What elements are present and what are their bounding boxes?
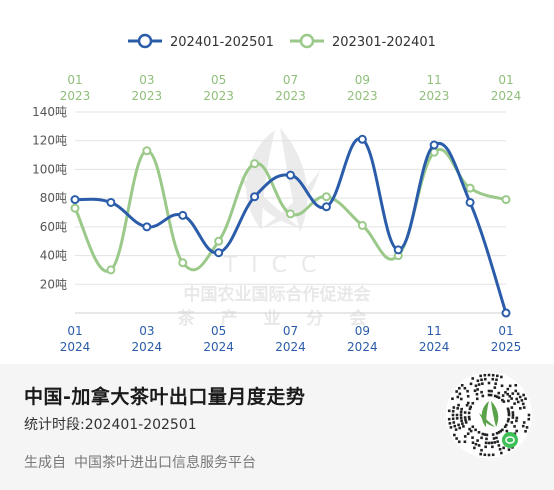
data-point-current bbox=[429, 140, 439, 150]
x-top-tick-month: 01 bbox=[67, 73, 82, 87]
data-point-previous bbox=[214, 236, 224, 246]
y-axis-ticks: 20吨 40吨 60吨 80吨 100吨 120吨 140吨 bbox=[32, 105, 67, 291]
x-bottom-tick-month: 09 bbox=[355, 324, 370, 338]
x-top-tick-month: 03 bbox=[139, 73, 154, 87]
x-bottom-tick-year: 2024 bbox=[275, 340, 306, 354]
series-group bbox=[70, 134, 511, 318]
qr-code-icon[interactable] bbox=[444, 370, 534, 460]
x-top-tick-year: 2023 bbox=[347, 89, 378, 103]
x-top-tick-year: 2024 bbox=[491, 89, 522, 103]
chart: TICC 中国农业国际合作促进会 茶 产 业 分 会 20吨 40吨 60吨 80吨 1… bbox=[32, 33, 522, 354]
source-label: 生成自 bbox=[24, 455, 66, 471]
data-point-previous bbox=[70, 203, 80, 213]
x-bottom-tick-month: 01 bbox=[498, 324, 513, 338]
data-point-previous bbox=[465, 183, 475, 193]
legend-label: 202301-202401 bbox=[332, 35, 436, 50]
y-tick-label: 40吨 bbox=[40, 249, 67, 263]
qr-code-graphic bbox=[444, 370, 534, 460]
x-top-tick-year: 2023 bbox=[203, 89, 234, 103]
data-point-current bbox=[178, 210, 188, 220]
data-point-previous bbox=[178, 258, 188, 268]
legend-label: 202401-202501 bbox=[170, 35, 274, 50]
x-bottom-tick-month: 05 bbox=[211, 324, 226, 338]
x-top-tick-month: 07 bbox=[283, 73, 298, 87]
period-value: 202401-202501 bbox=[84, 417, 197, 433]
data-point-current bbox=[106, 197, 116, 207]
data-point-current bbox=[286, 170, 295, 180]
y-tick-label: 120吨 bbox=[32, 134, 67, 148]
x-bottom-tick-year: 2024 bbox=[419, 340, 450, 354]
x-bottom-tick-month: 03 bbox=[139, 324, 154, 338]
series-line-previous bbox=[73, 148, 507, 273]
x-bottom-tick-year: 2024 bbox=[60, 340, 91, 354]
x-top-tick-month: 01 bbox=[498, 73, 513, 87]
x-top-tick-month: 05 bbox=[211, 73, 226, 87]
data-point-previous bbox=[106, 265, 116, 275]
x-axis-top-ticks: 01 2023 03 2023 05 2023 07 2023 09 2023 11 2023 01 20… bbox=[60, 73, 522, 103]
data-point-current bbox=[501, 308, 511, 318]
leaf-logo-icon bbox=[479, 401, 499, 427]
x-bottom-tick-year: 2025 bbox=[491, 340, 522, 354]
x-top-tick-year: 2023 bbox=[419, 89, 450, 103]
source-line: 生成自 中国茶叶进出口信息服务平台 bbox=[24, 452, 256, 472]
leaf-logo-icon bbox=[240, 128, 320, 232]
watermark-letters: TICC bbox=[223, 253, 331, 278]
period-label: 统计时段: bbox=[24, 417, 85, 433]
legend: 202401-202501 202301-202401 bbox=[128, 33, 436, 50]
y-tick-label: 140吨 bbox=[32, 105, 67, 119]
x-bottom-tick-month: 01 bbox=[67, 324, 82, 338]
data-point-previous bbox=[142, 146, 152, 156]
x-bottom-tick-month: 11 bbox=[427, 324, 442, 338]
data-point-previous bbox=[357, 220, 367, 230]
y-tick-label: 100吨 bbox=[32, 162, 67, 176]
data-point-current bbox=[250, 192, 260, 202]
watermark-line1: 中国农业国际合作促进会 bbox=[184, 284, 371, 305]
data-point-current bbox=[142, 222, 152, 232]
x-top-tick-month: 09 bbox=[355, 73, 370, 87]
data-point-current bbox=[357, 134, 367, 144]
data-point-current bbox=[214, 248, 224, 258]
x-axis-bottom-ticks: 01 2024 03 2024 05 2024 07 2024 09 2024 11 2024 01 20… bbox=[60, 324, 522, 354]
data-point-previous bbox=[321, 192, 331, 202]
y-tick-label: 80吨 bbox=[40, 191, 67, 205]
watermark-logo: TICC 中国农业国际合作促进会 茶 产 业 分 会 bbox=[178, 128, 377, 329]
legend-marker bbox=[299, 33, 315, 49]
data-point-current bbox=[393, 245, 403, 255]
x-bottom-tick-year: 2024 bbox=[132, 340, 163, 354]
x-bottom-tick-month: 07 bbox=[283, 324, 298, 338]
x-bottom-tick-year: 2024 bbox=[347, 340, 378, 354]
x-top-tick-year: 2023 bbox=[60, 89, 91, 103]
x-top-tick-year: 2023 bbox=[132, 89, 163, 103]
data-point-previous bbox=[286, 209, 295, 219]
y-tick-label: 60吨 bbox=[40, 220, 67, 234]
data-point-previous bbox=[250, 159, 260, 169]
data-point-current bbox=[70, 195, 80, 205]
y-tick-label: 20吨 bbox=[40, 277, 67, 291]
chart-title: 中国-加拿大茶叶出口量月度走势 bbox=[24, 386, 306, 408]
period-line: 统计时段:202401-202501 bbox=[24, 414, 197, 434]
grid-lines bbox=[75, 111, 506, 314]
data-point-current bbox=[321, 202, 331, 212]
legend-marker bbox=[137, 33, 153, 49]
x-top-tick-year: 2023 bbox=[275, 89, 306, 103]
data-point-current bbox=[465, 197, 475, 207]
source-platform: 中国茶叶进出口信息服务平台 bbox=[74, 455, 256, 471]
x-top-tick-month: 11 bbox=[427, 73, 442, 87]
data-point-previous bbox=[501, 195, 511, 205]
x-bottom-tick-year: 2024 bbox=[203, 340, 234, 354]
watermark-line2: 茶 产 业 分 会 bbox=[178, 308, 377, 329]
